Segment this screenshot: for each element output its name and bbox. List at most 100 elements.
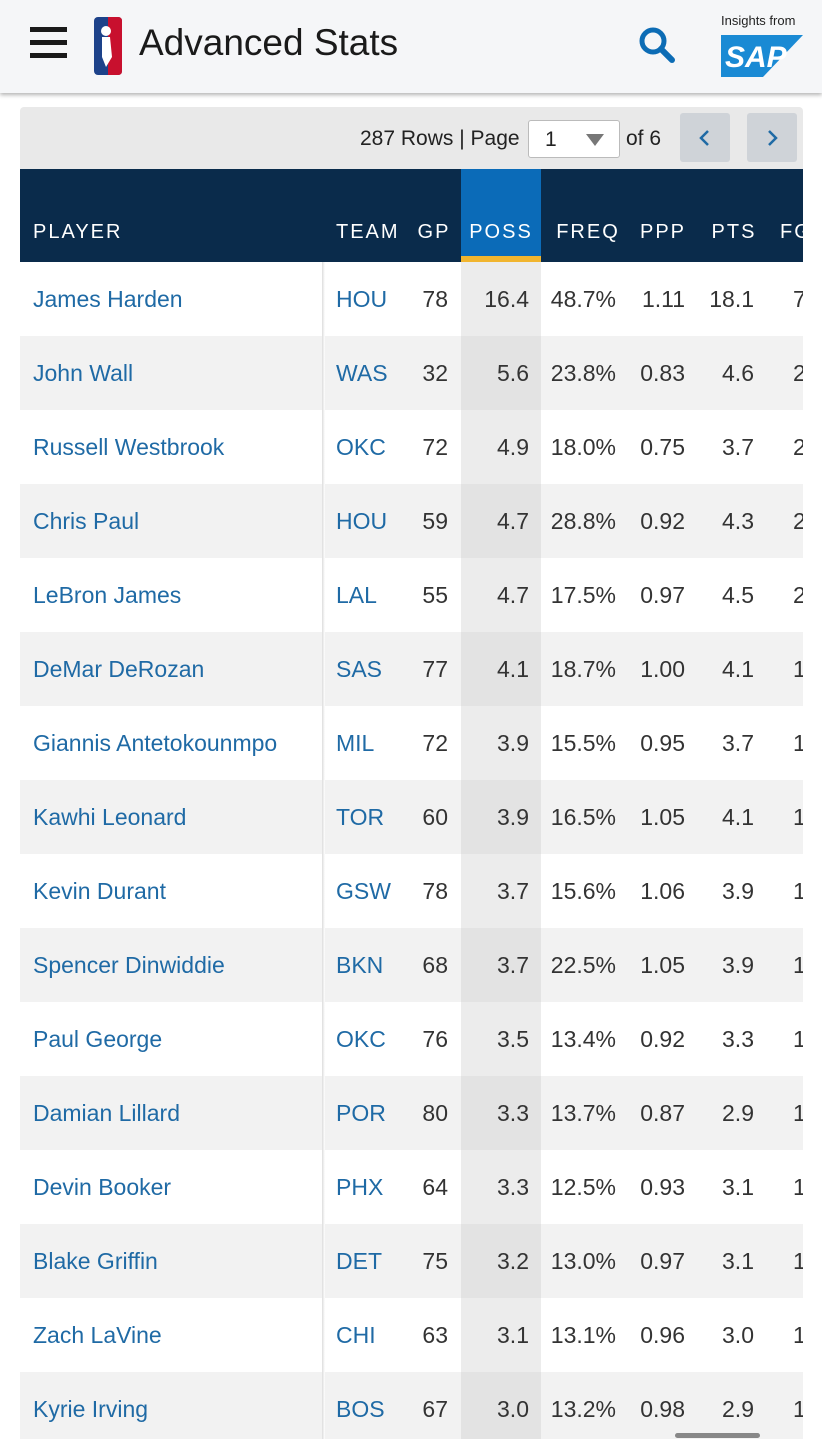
table-row [20, 632, 803, 706]
freq-cell: 13.1% [550, 1322, 616, 1348]
sorted-column-cell-bg [461, 1224, 541, 1298]
sorted-column-cell-bg [461, 484, 541, 558]
pts-cell: 4.6 [722, 360, 754, 386]
dropdown-arrow [586, 134, 604, 146]
player-cell[interactable]: John Wall [33, 360, 134, 386]
poss-cell: 4.7 [497, 582, 529, 608]
player-cell[interactable]: DeMar DeRozan [33, 656, 205, 682]
freq-cell: 23.8% [550, 360, 616, 386]
poss-cell: 3.0 [497, 1396, 529, 1422]
team-cell[interactable]: HOU [336, 508, 388, 534]
fg-cell: 2 [793, 508, 803, 534]
player-cell[interactable]: Zach LaVine [33, 1322, 162, 1348]
team-cell[interactable]: BKN [336, 952, 384, 978]
ppp-cell: 1.05 [640, 952, 685, 978]
player-cell[interactable]: Blake Griffin [33, 1248, 158, 1274]
freq-cell: 13.2% [550, 1396, 616, 1422]
pts-cell: 3.1 [722, 1248, 754, 1274]
table-row [20, 484, 803, 558]
team-cell[interactable]: POR [336, 1100, 386, 1126]
page-count: of 6 [626, 127, 662, 150]
sap-logo[interactable]: SAP [721, 35, 803, 77]
player-cell[interactable]: Kevin Durant [33, 878, 166, 904]
player-cell[interactable]: Kyrie Irving [33, 1396, 149, 1422]
freq-cell: 13.7% [550, 1100, 616, 1126]
pts-cell: 4.1 [722, 656, 754, 682]
table-row [20, 336, 803, 410]
team-cell[interactable]: SAS [336, 656, 383, 682]
sorted-column-cell-bg [461, 1298, 541, 1372]
table-row [20, 1372, 803, 1439]
table-row [20, 262, 803, 336]
poss-cell: 4.1 [497, 656, 529, 682]
player-cell[interactable]: Russell Westbrook [33, 434, 225, 460]
search-button[interactable] [638, 26, 676, 64]
player-cell[interactable]: Giannis Antetokounmpo [33, 730, 278, 756]
app-header: Advanced Stats Insights from SAP [0, 0, 822, 93]
player-cell[interactable]: Chris Paul [33, 508, 140, 534]
ppp-cell: 1.06 [640, 878, 685, 904]
next-page-button[interactable] [747, 113, 797, 162]
ppp-cell: 0.92 [640, 1026, 685, 1052]
fg-cell: 1 [793, 952, 803, 978]
team-cell[interactable]: TOR [336, 804, 385, 830]
player-cell[interactable]: James Harden [33, 286, 183, 312]
team-cell[interactable]: CHI [336, 1322, 376, 1348]
team-cell[interactable]: MIL [336, 730, 375, 756]
prev-page-button[interactable] [680, 113, 730, 162]
pts-cell: 3.0 [722, 1322, 754, 1348]
table-row [20, 1002, 803, 1076]
player-cell[interactable]: Kawhi Leonard [33, 804, 187, 830]
player-column-divider [322, 262, 325, 1439]
ppp-cell: 0.83 [640, 360, 685, 386]
sorted-column-cell-bg [461, 558, 541, 632]
freq-cell: 15.5% [550, 730, 616, 756]
gp-cell: 78 [422, 286, 448, 312]
column-header: POSS [469, 221, 533, 243]
sorted-column-header [461, 169, 541, 262]
poss-cell: 3.2 [497, 1248, 529, 1274]
team-cell[interactable]: OKC [336, 1026, 386, 1052]
gp-cell: 80 [422, 1100, 448, 1126]
stats-table: PLAYER TEAM GP POSS FREQ PPP PTS FG James Harden… [20, 169, 803, 1439]
menu-button[interactable] [30, 27, 67, 59]
team-cell[interactable]: BOS [336, 1396, 385, 1422]
team-cell[interactable]: PHX [336, 1174, 384, 1200]
player-cell[interactable]: Devin Booker [33, 1174, 172, 1200]
player-cell[interactable]: Damian Lillard [33, 1100, 181, 1126]
ppp-cell: 0.75 [640, 434, 685, 460]
gp-cell: 67 [422, 1396, 448, 1422]
ppp-cell: 0.97 [640, 1248, 685, 1274]
team-cell[interactable]: DET [336, 1248, 382, 1274]
gp-cell: 75 [422, 1248, 448, 1274]
fg-cell: 1 [793, 1026, 803, 1052]
team-cell[interactable]: WAS [336, 360, 388, 386]
team-cell[interactable]: OKC [336, 434, 386, 460]
fg-cell: 1 [793, 1248, 803, 1274]
poss-cell: 3.3 [497, 1174, 529, 1200]
team-cell[interactable]: LAL [336, 582, 377, 608]
pts-cell: 2.9 [722, 1100, 754, 1126]
ppp-cell: 0.93 [640, 1174, 685, 1200]
sap-logo-text: SAP [725, 41, 788, 74]
fg-cell: 1 [793, 656, 803, 682]
table-row [20, 1298, 803, 1372]
nba-logo[interactable] [94, 17, 122, 75]
pts-cell: 4.1 [722, 804, 754, 830]
poss-cell: 3.3 [497, 1100, 529, 1126]
pts-cell: 2.9 [722, 1396, 754, 1422]
freq-cell: 15.6% [550, 878, 616, 904]
sorted-column-cell-bg [461, 632, 541, 706]
table-header-bg [20, 169, 803, 262]
team-cell[interactable]: GSW [336, 878, 391, 904]
player-cell[interactable]: Spencer Dinwiddie [33, 952, 225, 978]
player-cell[interactable]: Paul George [33, 1026, 163, 1052]
ppp-cell: 1.11 [641, 286, 685, 312]
fg-cell: 7 [793, 286, 803, 312]
freq-cell: 12.5% [550, 1174, 616, 1200]
player-cell[interactable]: LeBron James [33, 582, 182, 608]
gp-cell: 60 [422, 804, 448, 830]
page-select[interactable]: 1 [528, 120, 620, 158]
team-cell[interactable]: HOU [336, 286, 388, 312]
